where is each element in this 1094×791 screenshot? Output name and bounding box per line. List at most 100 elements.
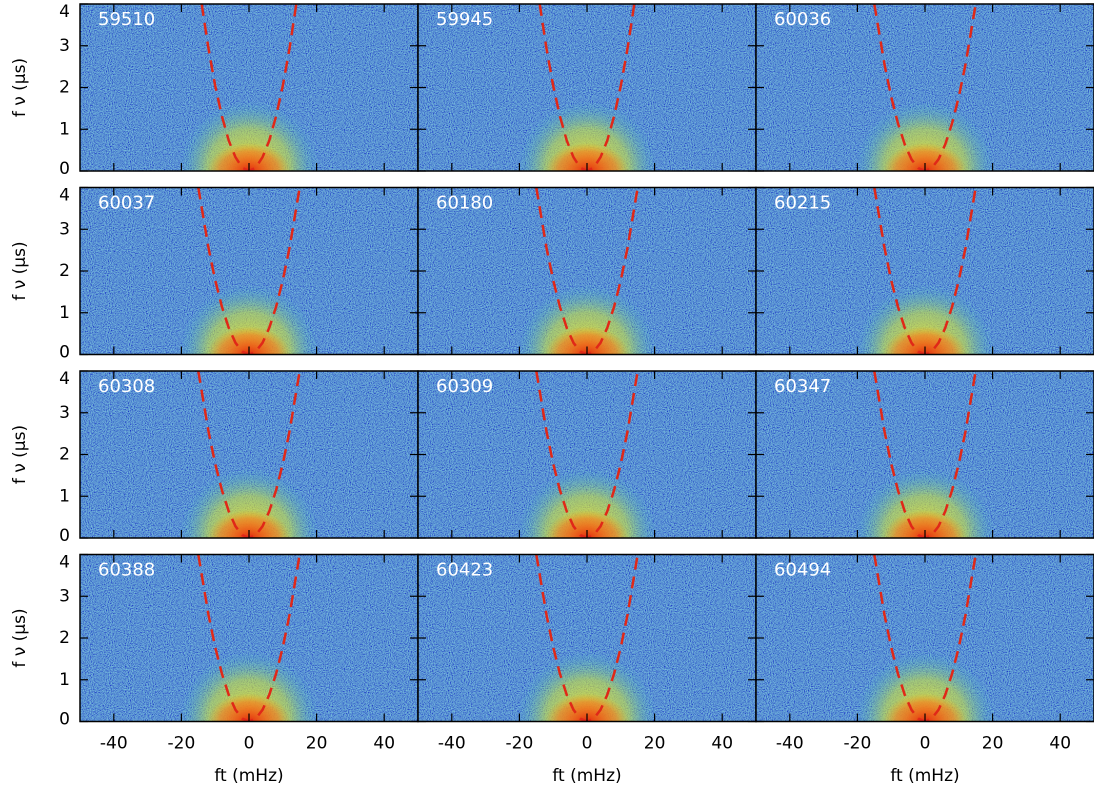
- power-halo: [517, 468, 657, 538]
- y-tick-label: 1: [59, 119, 70, 139]
- power-halo: [179, 651, 319, 722]
- panel-label: 59510: [98, 9, 155, 30]
- panel: [418, 371, 756, 538]
- power-halo: [517, 651, 657, 722]
- y-tick-label: 4: [59, 186, 70, 206]
- panel-label: 60388: [98, 560, 155, 581]
- fit-curve: [873, 554, 977, 722]
- x-tick-label: 40: [373, 734, 395, 754]
- power-halo: [517, 284, 657, 355]
- panel: [756, 4, 1094, 171]
- x-tick-label: 40: [1049, 734, 1071, 754]
- power-core: [207, 326, 291, 355]
- fit-curve: [197, 187, 301, 355]
- y-axis-label: f ν (μs): [10, 425, 30, 484]
- panel-label: 59945: [436, 9, 493, 30]
- power-halo: [855, 651, 995, 722]
- power-core: [883, 326, 967, 355]
- fit-curve: [535, 187, 639, 355]
- fit-curve: [873, 4, 977, 171]
- x-tick-label: 0: [244, 734, 255, 754]
- panel: [756, 554, 1094, 722]
- y-tick-label: 3: [59, 403, 70, 423]
- y-tick-label: 2: [59, 628, 70, 648]
- fit-curve: [535, 371, 639, 538]
- x-tick-label: 40: [711, 734, 733, 754]
- power-core: [545, 693, 629, 722]
- fit-curve: [873, 187, 977, 355]
- panel-label: 60423: [436, 560, 493, 581]
- y-tick-label: 3: [59, 586, 70, 606]
- power-halo: [855, 284, 995, 355]
- y-tick-label: 3: [59, 36, 70, 56]
- panel-label: 60309: [436, 376, 493, 397]
- power-core: [883, 143, 967, 171]
- panel-label: 60494: [774, 560, 831, 581]
- power-halo: [179, 284, 319, 355]
- y-tick-label: 2: [59, 78, 70, 98]
- x-tick-label: 20: [306, 734, 328, 754]
- x-tick-label: 0: [920, 734, 931, 754]
- panel-label: 60036: [774, 9, 831, 30]
- fit-curve: [873, 371, 977, 538]
- power-core: [545, 510, 629, 538]
- power-core: [207, 143, 291, 171]
- x-tick-label: 0: [582, 734, 593, 754]
- y-axis-label: f ν (μs): [10, 608, 30, 667]
- panel-label: 60308: [98, 376, 155, 397]
- x-axis-label: ft (mHz): [214, 766, 283, 786]
- y-tick-label: 0: [59, 159, 70, 179]
- y-tick-label: 0: [59, 343, 70, 363]
- x-tick-label: -40: [100, 734, 128, 754]
- y-tick-label: 4: [59, 2, 70, 22]
- panel-label: 60037: [98, 193, 155, 214]
- y-tick-label: 4: [59, 553, 70, 573]
- y-tick-label: 0: [59, 710, 70, 730]
- x-axis-label: ft (mHz): [552, 766, 621, 786]
- power-halo: [179, 101, 319, 171]
- x-tick-label: -20: [506, 734, 534, 754]
- panel: [418, 4, 756, 171]
- power-core: [207, 693, 291, 722]
- panel: [418, 554, 756, 722]
- panel: [80, 4, 418, 171]
- power-halo: [517, 101, 657, 171]
- x-axis-label: ft (mHz): [890, 766, 959, 786]
- x-tick-label: 20: [644, 734, 666, 754]
- y-tick-label: 2: [59, 261, 70, 281]
- y-tick-label: 1: [59, 670, 70, 690]
- x-tick-label: -20: [168, 734, 196, 754]
- y-axis-label: f ν (μs): [10, 241, 30, 300]
- panel: [756, 371, 1094, 538]
- power-halo: [855, 101, 995, 171]
- x-tick-label: -40: [438, 734, 466, 754]
- power-halo: [855, 468, 995, 538]
- panel-label: 60347: [774, 376, 831, 397]
- power-core: [545, 143, 629, 171]
- panel: [756, 187, 1094, 355]
- power-halo: [179, 468, 319, 538]
- y-axis-label: f ν (μs): [10, 58, 30, 117]
- panel-label: 60180: [436, 193, 493, 214]
- y-tick-label: 3: [59, 219, 70, 239]
- panel: [80, 554, 418, 722]
- panel: [418, 187, 756, 355]
- y-tick-label: 1: [59, 303, 70, 323]
- x-tick-label: 20: [982, 734, 1004, 754]
- panel-label: 60215: [774, 193, 831, 214]
- power-core: [883, 510, 967, 538]
- power-core: [207, 510, 291, 538]
- power-core: [545, 326, 629, 355]
- fit-curve: [197, 554, 301, 722]
- x-tick-label: -40: [776, 734, 804, 754]
- fit-curve: [535, 554, 639, 722]
- y-tick-label: 0: [59, 526, 70, 546]
- x-tick-label: -20: [844, 734, 872, 754]
- y-tick-label: 2: [59, 445, 70, 465]
- y-tick-label: 1: [59, 486, 70, 506]
- power-core: [883, 693, 967, 722]
- panel: [80, 371, 418, 538]
- panel: [80, 187, 418, 355]
- y-tick-label: 4: [59, 369, 70, 389]
